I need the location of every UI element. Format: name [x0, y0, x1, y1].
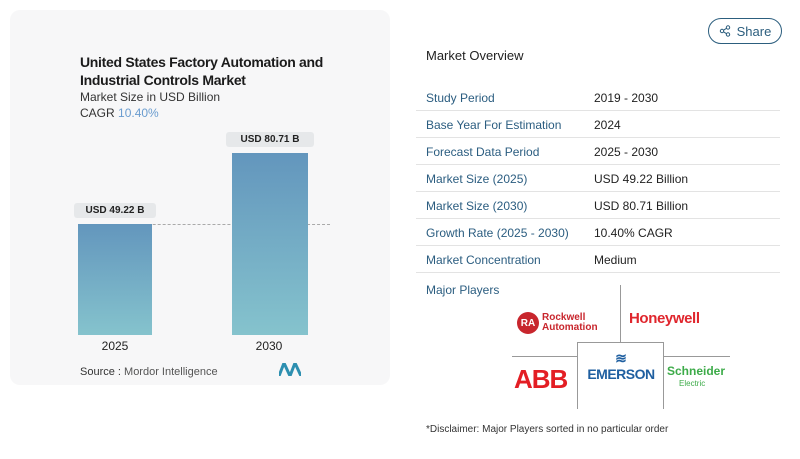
overview-row: Market Size (2030) USD 80.71 Billion — [416, 192, 780, 219]
row-label: Study Period — [426, 91, 495, 105]
cagr-label: CAGR — [80, 106, 115, 120]
reference-line — [78, 224, 330, 225]
source-value: Mordor Intelligence — [124, 366, 218, 378]
row-value: USD 49.22 Billion — [594, 172, 689, 186]
x-tick-label: 2025 — [101, 339, 129, 353]
row-value: 10.40% CAGR — [594, 226, 673, 240]
share-button[interactable]: Share — [708, 18, 782, 44]
emerson-logo: ≋ EMERSON — [587, 350, 655, 382]
chart-card — [10, 10, 390, 385]
overview-row: Forecast Data Period 2025 - 2030 — [416, 138, 780, 165]
bar-2030 — [232, 153, 308, 335]
row-value: 2019 - 2030 — [594, 91, 659, 105]
divider — [620, 285, 621, 342]
chart-title: United States Factory Automation and Ind… — [80, 54, 324, 88]
chart-subtitle: Market Size in USD Billion — [80, 90, 221, 104]
mordor-logo — [279, 363, 301, 376]
abb-logo: ABB — [514, 364, 568, 394]
disclaimer: *Disclaimer: Major Players sorted in no … — [426, 424, 669, 435]
overview-row: Base Year For Estimation 2024 — [416, 111, 780, 138]
share-label: Share — [736, 23, 772, 39]
row-label: Growth Rate (2025 - 2030) — [426, 226, 569, 240]
source-label: Source : — [80, 366, 121, 378]
row-label: Forecast Data Period — [426, 145, 540, 159]
bar-2025 — [78, 224, 152, 335]
row-value: 2024 — [594, 118, 621, 132]
row-value: Medium — [594, 253, 637, 267]
rockwell-logo: RA Rockwell Automation — [517, 312, 598, 334]
row-value: USD 80.71 Billion — [594, 199, 689, 213]
data-label: USD 80.71 B — [226, 132, 314, 147]
row-label: Market Concentration — [426, 253, 541, 267]
overview-row: Market Concentration Medium — [416, 246, 780, 273]
row-label: Market Size (2025) — [426, 172, 528, 186]
overview-row: Growth Rate (2025 - 2030) 10.40% CAGR — [416, 219, 780, 246]
schneider-logo: Schneider Electric — [667, 364, 726, 388]
share-icon — [719, 25, 730, 37]
overview-row: Study Period 2019 - 2030 — [416, 84, 780, 111]
emerson-box — [577, 342, 664, 409]
row-value: 2025 - 2030 — [594, 145, 659, 159]
cagr-value: 10.40% — [118, 106, 159, 120]
honeywell-logo: Honeywell — [629, 310, 700, 327]
source: Source : Mordor Intelligence — [80, 366, 218, 378]
x-tick-label: 2030 — [255, 339, 283, 353]
cagr: CAGR 10.40% — [80, 106, 159, 120]
row-label: Market Size (2030) — [426, 199, 528, 213]
row-label: Base Year For Estimation — [426, 118, 562, 132]
major-players-title: Major Players — [426, 283, 500, 297]
overview-row: Market Size (2025) USD 49.22 Billion — [416, 165, 780, 192]
data-label: USD 49.22 B — [74, 203, 156, 218]
overview-title: Market Overview — [426, 48, 524, 63]
